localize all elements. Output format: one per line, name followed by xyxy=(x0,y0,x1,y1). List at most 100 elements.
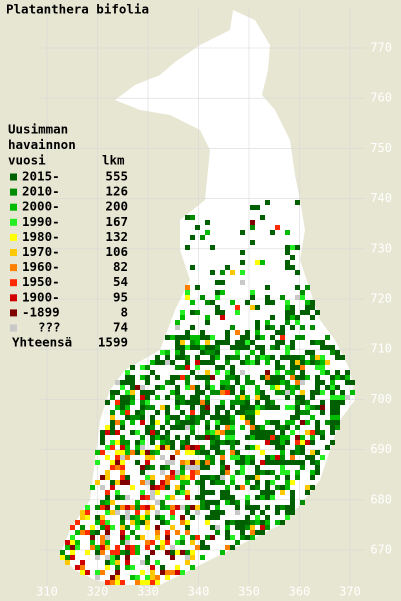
observation-square xyxy=(230,475,235,480)
y-tick-label: 680 xyxy=(370,492,392,506)
observation-square xyxy=(300,335,305,340)
observation-square xyxy=(115,400,120,405)
observation-square xyxy=(310,430,315,435)
observation-square xyxy=(230,420,235,425)
observation-square xyxy=(190,215,195,220)
observation-square xyxy=(215,440,220,445)
observation-square xyxy=(335,405,340,410)
observation-square xyxy=(285,435,290,440)
observation-square xyxy=(110,510,115,515)
observation-square xyxy=(215,430,220,435)
observation-square xyxy=(180,410,185,415)
observation-square xyxy=(225,335,230,340)
observation-square xyxy=(255,400,260,405)
observation-square xyxy=(120,505,125,510)
observation-square xyxy=(110,485,115,490)
legend-swatch xyxy=(10,233,17,241)
observation-square xyxy=(100,545,105,550)
observation-square xyxy=(125,410,130,415)
observation-square xyxy=(170,475,175,480)
observation-square xyxy=(285,250,290,255)
observation-square xyxy=(295,395,300,400)
observation-square xyxy=(155,500,160,505)
observation-square xyxy=(285,265,290,270)
observation-square xyxy=(215,515,220,520)
observation-square xyxy=(270,300,275,305)
legend-label: -1899 xyxy=(22,304,60,319)
observation-square xyxy=(210,415,215,420)
observation-square xyxy=(205,420,210,425)
observation-square xyxy=(260,495,265,500)
observation-square xyxy=(80,560,85,565)
observation-square xyxy=(205,545,210,550)
observation-square xyxy=(115,575,120,580)
observation-square xyxy=(155,490,160,495)
observation-square xyxy=(270,325,275,330)
observation-square xyxy=(250,340,255,345)
observation-square xyxy=(250,225,255,230)
observation-square xyxy=(180,445,185,450)
observation-square xyxy=(205,335,210,340)
observation-square xyxy=(230,355,235,360)
legend-count: 54 xyxy=(113,274,128,289)
observation-square xyxy=(260,335,265,340)
observation-square xyxy=(295,360,300,365)
observation-square xyxy=(190,565,195,570)
observation-square xyxy=(190,235,195,240)
observation-square xyxy=(300,325,305,330)
total-count: 1599 xyxy=(98,335,128,350)
observation-square xyxy=(220,465,225,470)
observation-square xyxy=(120,525,125,530)
observation-square xyxy=(125,395,130,400)
observation-square xyxy=(240,280,245,285)
observation-square xyxy=(100,435,105,440)
observation-square xyxy=(235,410,240,415)
observation-square xyxy=(245,515,250,520)
observation-square xyxy=(305,285,310,290)
observation-square xyxy=(195,395,200,400)
observation-square xyxy=(140,580,145,585)
observation-square xyxy=(285,475,290,480)
observation-square xyxy=(120,410,125,415)
observation-square xyxy=(290,490,295,495)
observation-square xyxy=(235,440,240,445)
observation-square xyxy=(135,515,140,520)
observation-square xyxy=(205,380,210,385)
observation-square xyxy=(245,505,250,510)
observation-square xyxy=(345,370,350,375)
observation-square xyxy=(175,405,180,410)
observation-square xyxy=(325,385,330,390)
observation-square xyxy=(285,385,290,390)
observation-square xyxy=(195,470,200,475)
observation-square xyxy=(235,470,240,475)
observation-square xyxy=(265,395,270,400)
legend-count: 95 xyxy=(113,289,128,304)
observation-square xyxy=(120,450,125,455)
observation-square xyxy=(155,525,160,530)
observation-square xyxy=(170,470,175,475)
observation-square xyxy=(170,460,175,465)
observation-square xyxy=(190,265,195,270)
observation-square xyxy=(280,465,285,470)
observation-square xyxy=(285,305,290,310)
observation-square xyxy=(200,295,205,300)
observation-square xyxy=(120,550,125,555)
observation-square xyxy=(195,385,200,390)
observation-square xyxy=(185,345,190,350)
observation-square xyxy=(300,355,305,360)
observation-square xyxy=(100,570,105,575)
observation-square xyxy=(255,360,260,365)
legend-swatch xyxy=(10,264,17,272)
observation-square xyxy=(215,345,220,350)
observation-square xyxy=(170,510,175,515)
observation-square xyxy=(285,440,290,445)
observation-square xyxy=(200,235,205,240)
observation-square xyxy=(230,425,235,430)
observation-square xyxy=(255,520,260,525)
observation-square xyxy=(255,345,260,350)
observation-square xyxy=(230,300,235,305)
observation-square xyxy=(170,505,175,510)
observation-square xyxy=(305,405,310,410)
observation-square xyxy=(150,370,155,375)
observation-square xyxy=(280,355,285,360)
